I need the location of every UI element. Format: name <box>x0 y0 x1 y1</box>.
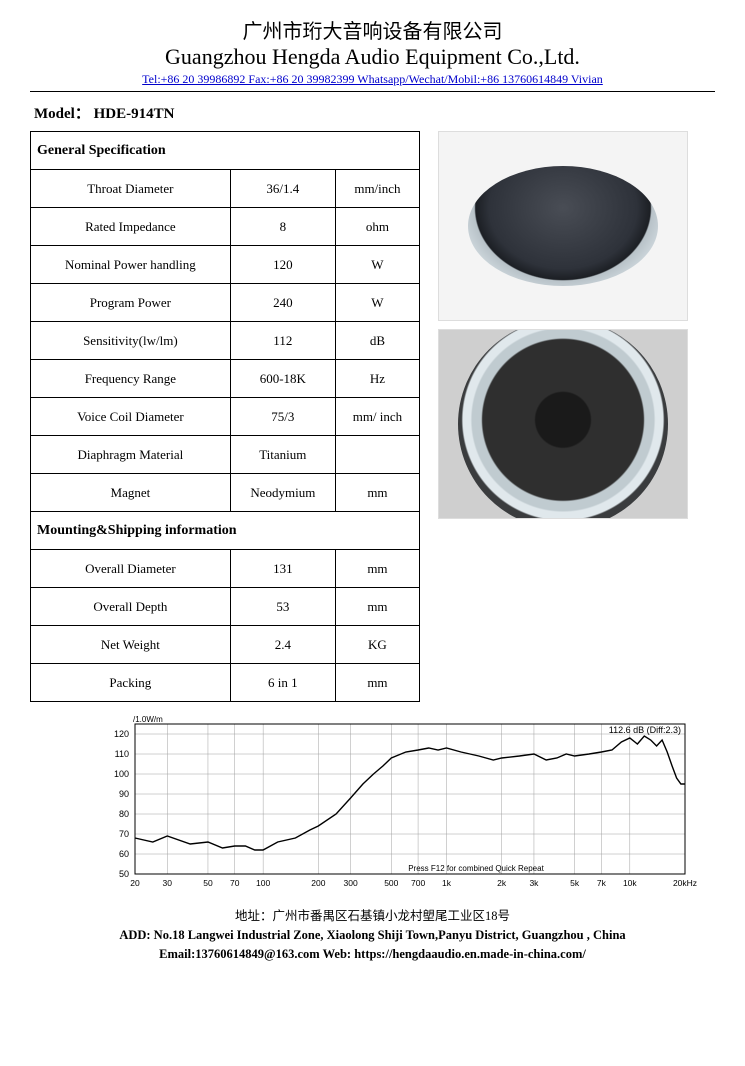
cell-param: Sensitivity(lw/lm) <box>31 322 231 360</box>
svg-text:200: 200 <box>311 878 325 888</box>
model-value: HDE-914TN <box>94 106 175 122</box>
svg-text:50: 50 <box>203 878 213 888</box>
table-row: Voice Coil Diameter75/3mm/ inch <box>31 398 420 436</box>
cell-unit: mm <box>335 664 419 702</box>
table-row: Packing6 in 1mm <box>31 664 420 702</box>
cell-value: 75/3 <box>230 398 335 436</box>
svg-text:100: 100 <box>256 878 270 888</box>
svg-text:7k: 7k <box>597 878 607 888</box>
section-header: General Specification <box>31 132 420 170</box>
svg-text:80: 80 <box>119 809 129 819</box>
cell-value: 600-18K <box>230 360 335 398</box>
svg-text:50: 50 <box>119 869 129 879</box>
svg-text:3k: 3k <box>529 878 539 888</box>
cell-unit: mm/ inch <box>335 398 419 436</box>
cell-param: Overall Diameter <box>31 550 231 588</box>
cell-value: 6 in 1 <box>230 664 335 702</box>
cell-unit: ohm <box>335 208 419 246</box>
svg-text:2k: 2k <box>497 878 507 888</box>
svg-text:/1.0W/m: /1.0W/m <box>133 715 163 724</box>
table-row: Net Weight2.4KG <box>31 626 420 664</box>
cell-param: Net Weight <box>31 626 231 664</box>
cell-unit: Hz <box>335 360 419 398</box>
svg-text:100: 100 <box>114 769 129 779</box>
svg-text:5k: 5k <box>570 878 580 888</box>
svg-text:10k: 10k <box>623 878 637 888</box>
product-images <box>438 131 715 519</box>
cell-param: Throat Diameter <box>31 170 231 208</box>
cell-param: Packing <box>31 664 231 702</box>
svg-text:90: 90 <box>119 789 129 799</box>
email-web: Email:13760614849@163.com Web: https://h… <box>30 945 715 964</box>
cell-value: 131 <box>230 550 335 588</box>
svg-text:700: 700 <box>411 878 425 888</box>
address-cn: 地址：广州市番禺区石基镇小龙村塱尾工业区18号 <box>30 907 715 926</box>
model-label: Model： <box>34 106 90 122</box>
table-row: Sensitivity(lw/lm)112dB <box>31 322 420 360</box>
svg-text:500: 500 <box>384 878 398 888</box>
cell-value: 240 <box>230 284 335 322</box>
svg-text:110: 110 <box>115 749 129 759</box>
svg-text:20: 20 <box>130 878 140 888</box>
cell-value: 112 <box>230 322 335 360</box>
table-row: Throat Diameter36/1.4mm/inch <box>31 170 420 208</box>
document-footer: 地址：广州市番禺区石基镇小龙村塱尾工业区18号 ADD: No.18 Langw… <box>30 907 715 963</box>
cell-unit: W <box>335 284 419 322</box>
cell-value: 53 <box>230 588 335 626</box>
table-row: Nominal Power handling120W <box>31 246 420 284</box>
table-row: Overall Depth53mm <box>31 588 420 626</box>
section-header: Mounting&Shipping information <box>31 512 420 550</box>
cell-value: 2.4 <box>230 626 335 664</box>
svg-text:300: 300 <box>344 878 358 888</box>
cell-unit: mm/inch <box>335 170 419 208</box>
cell-value: Titanium <box>230 436 335 474</box>
document-header: 广州市珩大音响设备有限公司 Guangzhou Hengda Audio Equ… <box>30 15 715 92</box>
cell-unit: mm <box>335 588 419 626</box>
spec-table: General SpecificationThroat Diameter36/1… <box>30 131 420 702</box>
cell-value: 36/1.4 <box>230 170 335 208</box>
svg-text:70: 70 <box>230 878 240 888</box>
table-row: Frequency Range600-18KHz <box>31 360 420 398</box>
cell-param: Diaphragm Material <box>31 436 231 474</box>
cell-param: Frequency Range <box>31 360 231 398</box>
driver-top-illustration <box>468 166 658 286</box>
svg-text:70: 70 <box>119 829 129 839</box>
product-image-bottom <box>438 329 688 519</box>
cell-param: Magnet <box>31 474 231 512</box>
svg-text:20kHz: 20kHz <box>673 878 697 888</box>
cell-value: 120 <box>230 246 335 284</box>
table-row: Overall Diameter131mm <box>31 550 420 588</box>
cell-unit: dB <box>335 322 419 360</box>
cell-unit <box>335 436 419 474</box>
company-name-en: Guangzhou Hengda Audio Equipment Co.,Ltd… <box>30 44 715 70</box>
table-row: MagnetNeodymiummm <box>31 474 420 512</box>
cell-unit: mm <box>335 550 419 588</box>
cell-unit: mm <box>335 474 419 512</box>
svg-text:1k: 1k <box>442 878 452 888</box>
address-en: ADD: No.18 Langwei Industrial Zone, Xiao… <box>30 926 715 945</box>
svg-text:112.6 dB (Diff:2.3): 112.6 dB (Diff:2.3) <box>609 725 681 735</box>
svg-text:Press F12 for combined Qui: Press F12 for combined Quick Repeat <box>408 864 544 873</box>
cell-param: Voice Coil Diameter <box>31 398 231 436</box>
cell-param: Nominal Power handling <box>31 246 231 284</box>
driver-bottom-illustration <box>458 329 668 519</box>
table-row: Rated Impedance8ohm <box>31 208 420 246</box>
cell-param: Overall Depth <box>31 588 231 626</box>
svg-text:120: 120 <box>114 729 129 739</box>
cell-value: 8 <box>230 208 335 246</box>
product-image-top <box>438 131 688 321</box>
model-line: Model： HDE-914TN <box>34 102 715 123</box>
cell-unit: KG <box>335 626 419 664</box>
frequency-response-chart: 50 60 70 80 90 100 110 120 20 30 50 70 100 200 300 500 7… <box>80 714 715 899</box>
cell-unit: W <box>335 246 419 284</box>
svg-text:60: 60 <box>119 849 129 859</box>
cell-param: Rated Impedance <box>31 208 231 246</box>
company-name-cn: 广州市珩大音响设备有限公司 <box>30 15 715 44</box>
cell-param: Program Power <box>31 284 231 322</box>
table-row: Diaphragm MaterialTitanium <box>31 436 420 474</box>
svg-text:30: 30 <box>163 878 173 888</box>
cell-value: Neodymium <box>230 474 335 512</box>
contact-info: Tel:+86 20 39986892 Fax:+86 20 39982399 … <box>30 72 715 87</box>
table-row: Program Power240W <box>31 284 420 322</box>
